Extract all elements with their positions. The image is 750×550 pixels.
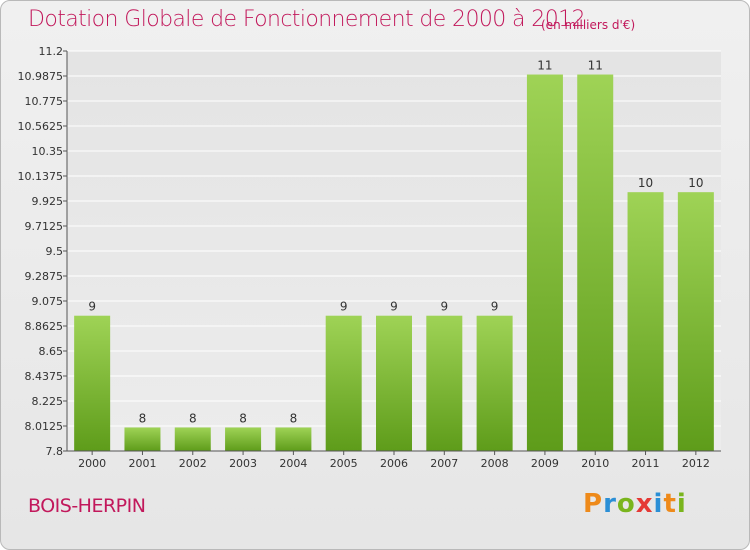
bar — [376, 315, 412, 451]
y-tick-label: 10.775 — [25, 95, 64, 108]
data-label: 8 — [290, 411, 298, 425]
y-tick-label: 8.4375 — [25, 370, 64, 383]
y-tick-label: 8.225 — [32, 395, 64, 408]
y-tick-label: 9.2875 — [25, 270, 64, 283]
x-tick-label: 2001 — [128, 457, 156, 470]
y-axis-ticks: 7.8 8.0125 8.225 8.4375 8.65 8.8625 9.075 9.287… — [18, 45, 67, 458]
bar — [74, 315, 111, 451]
data-label: 11 — [537, 59, 552, 73]
y-tick-label: 8.8625 — [25, 320, 64, 333]
y-tick-label: 10.35 — [32, 145, 64, 158]
y-tick-label: 9.925 — [32, 195, 64, 208]
chart-title: Dotation Globale de Fonctionnement de 20… — [28, 7, 586, 32]
axis-lines — [66, 51, 721, 452]
y-tick-label: 9.7125 — [25, 220, 64, 233]
x-tick-label: 2010 — [581, 457, 609, 470]
y-tick-label: 11.2 — [39, 45, 64, 58]
data-label: 10 — [688, 176, 703, 190]
chart-unit-label: (en milliers d'€) — [541, 18, 636, 32]
x-tick-label: 2002 — [179, 457, 207, 470]
data-label: 8 — [139, 411, 147, 425]
bar — [426, 315, 463, 451]
y-tick-label: 10.5625 — [18, 120, 64, 133]
bar — [476, 315, 513, 451]
bar — [225, 427, 262, 451]
x-tick-label: 2008 — [481, 457, 509, 470]
data-label: 9 — [491, 300, 499, 314]
proxiti-logo: Proxiti — [583, 489, 687, 519]
y-tick-label: 9.5 — [46, 245, 64, 258]
x-tick-label: 2009 — [531, 457, 559, 470]
data-labels: 9 8 8 8 8 9 9 9 9 11 11 10 10 — [88, 59, 703, 426]
x-tick-label: 2004 — [279, 457, 307, 470]
data-label: 9 — [390, 300, 398, 314]
data-label: 9 — [88, 300, 96, 314]
data-label: 11 — [588, 59, 603, 73]
y-tick-label: 7.8 — [46, 445, 64, 458]
y-tick-label: 8.65 — [39, 345, 64, 358]
bar — [174, 427, 211, 451]
x-tick-label: 2006 — [380, 457, 408, 470]
x-tick-label: 2003 — [229, 457, 257, 470]
x-tick-label: 2005 — [330, 457, 358, 470]
data-label: 9 — [340, 300, 348, 314]
bar — [677, 192, 714, 452]
bar — [124, 427, 161, 451]
data-label: 8 — [239, 411, 247, 425]
bars — [74, 74, 714, 452]
bar — [325, 315, 362, 451]
y-tick-label: 10.1375 — [18, 170, 64, 183]
data-label: 8 — [189, 411, 197, 425]
y-tick-label: 10.9875 — [18, 70, 64, 83]
bar — [275, 427, 312, 451]
data-label: 10 — [638, 176, 653, 190]
bar — [627, 192, 664, 452]
x-tick-label: 2012 — [682, 457, 710, 470]
y-tick-label: 8.0125 — [25, 420, 64, 433]
data-label: 9 — [440, 300, 448, 314]
x-tick-label: 2000 — [78, 457, 106, 470]
y-tick-label: 9.075 — [32, 295, 64, 308]
bar — [526, 74, 563, 451]
commune-name: BOIS-HERPIN — [28, 495, 146, 517]
x-axis-ticks: 2000 2001 2002 2003 2004 2005 2006 2007 2008 2009… — [78, 451, 710, 470]
x-tick-label: 2007 — [430, 457, 458, 470]
x-tick-label: 2011 — [632, 457, 660, 470]
bar — [577, 74, 614, 451]
